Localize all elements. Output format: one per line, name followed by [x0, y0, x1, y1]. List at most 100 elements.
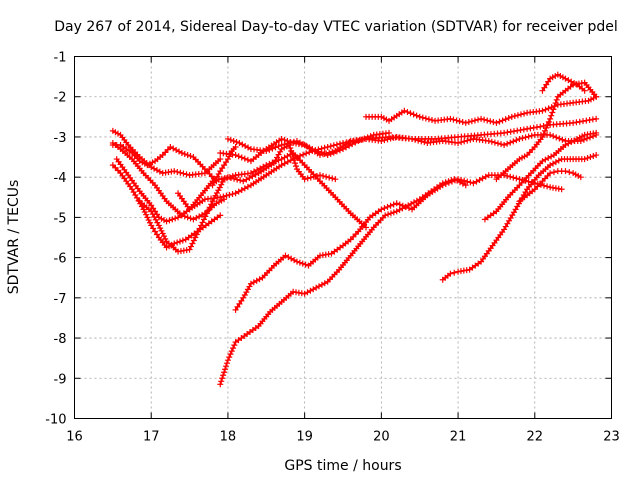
data-point: [326, 174, 333, 181]
data-point: [562, 168, 569, 175]
series-arc-9: [175, 141, 339, 213]
data-point: [216, 184, 223, 191]
data-point: [288, 148, 295, 155]
data-point: [447, 270, 454, 277]
data-point: [543, 124, 550, 131]
data-point: [278, 135, 285, 142]
data-point: [321, 150, 328, 157]
data-point: [553, 134, 560, 141]
data-point: [217, 156, 224, 163]
data-point: [202, 213, 209, 220]
data-point: [218, 378, 225, 385]
data-point: [303, 150, 310, 157]
data-point: [289, 151, 296, 158]
y-tick-label: -5: [54, 211, 67, 226]
data-point: [247, 170, 254, 177]
data-point: [205, 207, 212, 214]
x-axis-label: GPS time / hours: [284, 458, 401, 474]
data-point: [246, 174, 253, 181]
series-arc-12: [217, 176, 469, 388]
data-point: [547, 170, 554, 177]
data-point: [301, 176, 308, 183]
data-point: [218, 181, 225, 188]
data-point: [232, 190, 239, 197]
data-point: [587, 154, 594, 161]
data-point: [439, 180, 446, 187]
data-point: [544, 121, 551, 128]
data-point: [544, 183, 551, 190]
data-point: [324, 152, 331, 159]
data-point: [241, 185, 248, 192]
data-point: [543, 81, 550, 88]
data-point: [324, 144, 331, 150]
data-point: [343, 144, 350, 151]
data-point: [227, 136, 234, 143]
data-point: [485, 137, 492, 144]
data-point: [231, 342, 238, 349]
data-point: [224, 135, 231, 142]
data-point: [462, 182, 469, 189]
data-point: [333, 148, 340, 155]
data-point: [330, 149, 337, 156]
data-point: [221, 196, 228, 203]
data-point: [223, 192, 230, 199]
data-point: [171, 168, 178, 175]
data-point: [235, 188, 242, 195]
data-point: [193, 231, 200, 238]
data-point: [405, 205, 412, 212]
data-point: [464, 178, 471, 185]
data-point: [327, 150, 334, 157]
data-point: [340, 146, 346, 153]
data-point: [226, 153, 233, 160]
data-point: [514, 112, 521, 119]
data-point: [502, 116, 509, 123]
data-point: [304, 175, 311, 182]
data-point: [504, 140, 511, 147]
data-point: [323, 173, 330, 180]
data-point: [313, 172, 320, 179]
data-point: [238, 154, 245, 161]
data-point: [552, 100, 559, 107]
y-axis: -1 -2 -3 -4 -5 -6 -7 -8 -9 -10: [45, 51, 612, 428]
data-point: [381, 205, 388, 212]
data-point: [291, 157, 298, 164]
data-point: [219, 165, 226, 172]
data-point: [144, 214, 151, 221]
data-point: [243, 176, 250, 183]
data-point: [384, 203, 391, 210]
data-point: [333, 141, 340, 148]
data-point: [336, 147, 343, 154]
data-point: [447, 115, 454, 122]
data-point: [226, 354, 233, 361]
data-point: [310, 173, 317, 180]
data-point: [179, 237, 186, 244]
data-point: [203, 210, 210, 217]
data-point: [252, 171, 259, 178]
data-point: [293, 163, 300, 170]
data-point: [352, 139, 359, 146]
data-point: [140, 206, 147, 213]
data-point: [278, 162, 285, 169]
data-point: [553, 96, 560, 103]
x-tick-label: 23: [603, 430, 620, 445]
data-point: [238, 187, 245, 194]
data-point: [287, 139, 294, 146]
data-point: [558, 186, 565, 193]
x-tick-label: 16: [66, 430, 83, 445]
data-point: [513, 137, 520, 144]
y-tick-label: -4: [54, 171, 67, 186]
data-point: [228, 348, 235, 355]
data-point: [479, 175, 486, 182]
data-point: [499, 117, 506, 124]
data-point: [425, 116, 432, 123]
data-point: [213, 190, 220, 197]
x-tick-label: 17: [143, 430, 160, 445]
data-point: [153, 231, 160, 238]
data-point: [220, 372, 227, 379]
data-point: [169, 216, 176, 223]
data-point: [548, 112, 555, 119]
data-point: [217, 381, 224, 388]
data-point: [162, 235, 169, 242]
data-point: [284, 140, 291, 147]
data-point: [407, 110, 414, 117]
